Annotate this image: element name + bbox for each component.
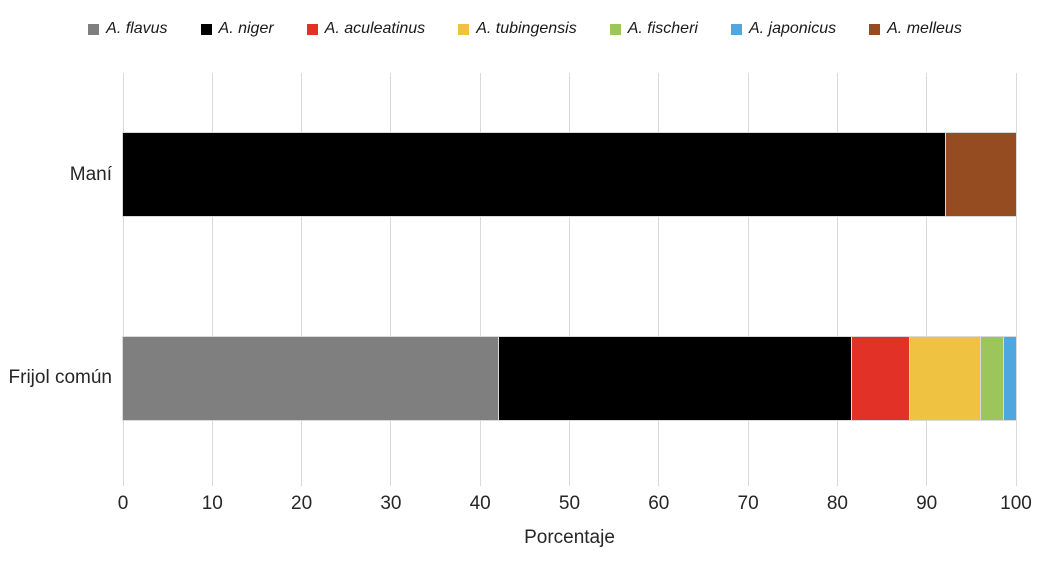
legend-item-1: A. flavus: [88, 20, 168, 38]
x-tick-mark: [747, 480, 749, 486]
gridline: [211, 73, 213, 480]
bar-segment-a-fischeri[interactable]: [980, 336, 1003, 420]
x-axis-title: Porcentaje: [524, 527, 615, 548]
bar-segment-a-flavus[interactable]: [123, 336, 499, 420]
bar-segment-a-tubingensis[interactable]: [908, 336, 981, 420]
x-tick-label: 100: [1000, 493, 1032, 514]
gridline: [301, 73, 303, 480]
legend-swatch-icon: [730, 23, 742, 35]
gridline: [836, 73, 838, 480]
legend-item-7: A. melleus: [869, 20, 962, 38]
x-tick-mark: [211, 480, 213, 486]
category-label: Maní: [69, 163, 112, 185]
bar-segment-a-aculeatinus[interactable]: [850, 336, 909, 420]
bar-segment-a-niger[interactable]: [123, 133, 945, 217]
gridline: [569, 73, 570, 480]
category-label: Frijol común: [8, 367, 112, 389]
legend-swatch-icon: [458, 23, 470, 35]
legend-item-6: A. japonicus: [730, 20, 837, 38]
x-tick-mark: [390, 480, 392, 486]
x-tick-label: 80: [826, 493, 848, 514]
legend-label: A. fischeri: [627, 20, 698, 37]
x-tick-mark: [1015, 480, 1017, 486]
x-axis: 0 10 20 30 40 50 60 70 80 90 100: [118, 480, 1032, 520]
x-tick-mark: [479, 480, 481, 486]
bar-maní: [123, 133, 1016, 217]
x-tick-label: 70: [737, 493, 759, 514]
x-tick-label: 90: [916, 493, 938, 514]
legend-item-2: A. niger: [200, 20, 274, 38]
x-tick-label: 30: [380, 493, 402, 514]
legend-item-5: A. fischeri: [609, 20, 698, 38]
bar-segment-a-japonicus[interactable]: [1002, 336, 1016, 420]
legend-swatch-icon: [88, 23, 100, 35]
legend-item-3: A. aculeatinus: [306, 20, 426, 38]
x-tick-label: 60: [648, 493, 670, 514]
bar-segment-a-niger[interactable]: [498, 336, 851, 420]
x-tick-label: 50: [558, 493, 581, 514]
bar-frijol-común: [123, 336, 1016, 420]
legend-item-4: A. tubingensis: [458, 20, 577, 38]
gridline: [926, 73, 928, 480]
legend-swatch-icon: [609, 23, 621, 35]
legend-label: A. aculeatinus: [324, 20, 426, 37]
legend-label: A. tubingensis: [476, 20, 577, 37]
legend-label: A. japonicus: [748, 20, 837, 37]
x-tick-mark: [836, 480, 838, 486]
legend-label: A. flavus: [106, 20, 168, 37]
x-tick-label: 40: [469, 493, 491, 514]
x-tick-mark: [926, 480, 928, 486]
x-tick-mark: [122, 480, 124, 486]
x-tick-label: 0: [117, 493, 129, 514]
gridline: [479, 73, 481, 480]
x-tick-mark: [658, 480, 660, 486]
plot-area: [122, 73, 1017, 480]
x-tick-mark: [301, 480, 303, 486]
legend-swatch-icon: [869, 23, 881, 35]
gridline: [390, 73, 392, 480]
gridline: [747, 73, 749, 480]
x-tick-label: 10: [201, 493, 223, 514]
x-tick-mark: [569, 480, 570, 486]
gridline: [122, 73, 124, 480]
bar-segment-a-melleus[interactable]: [944, 133, 1016, 217]
legend-label: A. niger: [218, 20, 274, 37]
gridline: [1015, 73, 1017, 480]
legend-swatch-icon: [200, 23, 212, 35]
category-axis: Maní Frijol común: [0, 73, 112, 480]
legend-swatch-icon: [306, 23, 318, 35]
legend: A. flavus A. niger A. aculeatinus A. tubing…: [0, 17, 1050, 41]
gridline: [658, 73, 660, 480]
x-tick-label: 20: [291, 493, 313, 514]
legend-label: A. melleus: [887, 20, 962, 37]
